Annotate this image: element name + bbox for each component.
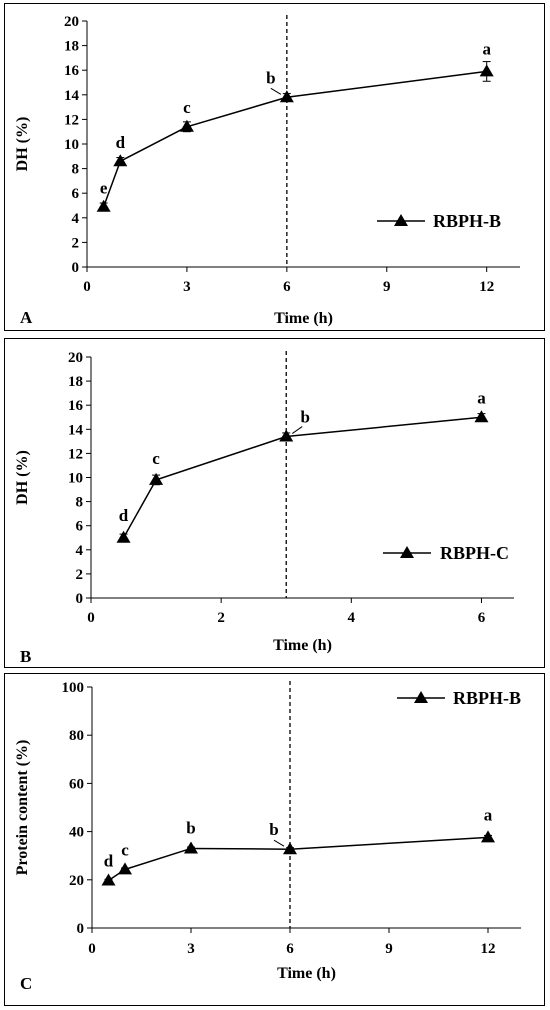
y-tick-label: 20 bbox=[69, 873, 84, 889]
y-tick-label: 4 bbox=[72, 211, 80, 227]
data-point-triangle bbox=[118, 862, 132, 875]
data-point-triangle bbox=[116, 530, 131, 543]
data-point-triangle bbox=[474, 410, 489, 423]
y-tick-label: 20 bbox=[64, 14, 79, 30]
x-tick-label: 6 bbox=[478, 610, 486, 626]
data-point-triangle bbox=[101, 873, 116, 886]
y-axis-title: Protein content (%) bbox=[14, 740, 31, 876]
data-point-triangle bbox=[481, 830, 495, 843]
x-tick-label: 12 bbox=[479, 279, 494, 295]
y-tick-label: 16 bbox=[68, 398, 84, 414]
legend-label: RBPH-C bbox=[440, 543, 509, 563]
y-tick-label: 40 bbox=[69, 825, 84, 841]
y-tick-label: 4 bbox=[76, 543, 84, 559]
legend-marker-triangle bbox=[414, 691, 428, 703]
y-tick-label: 80 bbox=[69, 728, 84, 744]
data-point-triangle bbox=[179, 119, 194, 132]
y-axis-title: DH (%) bbox=[14, 117, 31, 172]
y-tick-label: 2 bbox=[76, 567, 84, 583]
y-tick-label: 0 bbox=[76, 591, 84, 607]
significance-label: b bbox=[300, 408, 309, 427]
y-tick-label: 10 bbox=[64, 137, 79, 153]
y-tick-label: 6 bbox=[72, 186, 80, 202]
y-axis-title: DH (%) bbox=[14, 450, 31, 505]
legend-marker-triangle bbox=[394, 214, 408, 226]
label-leader-line bbox=[270, 87, 282, 95]
significance-label: d bbox=[104, 852, 114, 871]
y-tick-label: 20 bbox=[68, 350, 83, 366]
x-tick-label: 9 bbox=[385, 941, 393, 957]
y-tick-label: 12 bbox=[64, 112, 79, 128]
data-point-triangle bbox=[113, 154, 128, 167]
legend-marker-triangle bbox=[400, 546, 414, 558]
data-point-triangle bbox=[479, 64, 494, 77]
significance-label: c bbox=[183, 98, 191, 117]
series-line bbox=[102, 70, 487, 207]
y-tick-label: 0 bbox=[72, 260, 80, 276]
x-tick-label: 3 bbox=[183, 279, 191, 295]
x-axis-title: Time (h) bbox=[274, 310, 333, 327]
y-tick-label: 18 bbox=[68, 374, 83, 390]
significance-label: a bbox=[477, 388, 486, 407]
x-tick-label: 2 bbox=[217, 610, 225, 626]
y-tick-label: 6 bbox=[76, 519, 84, 535]
y-tick-label: 2 bbox=[72, 235, 80, 251]
x-tick-label: 0 bbox=[88, 941, 96, 957]
significance-label: c bbox=[152, 449, 160, 468]
y-tick-label: 18 bbox=[64, 39, 79, 55]
x-tick-label: 9 bbox=[383, 279, 391, 295]
data-point-triangle bbox=[96, 199, 111, 212]
data-point-triangle bbox=[149, 472, 164, 485]
panel-label: A bbox=[20, 308, 33, 327]
panel-label: C bbox=[20, 974, 32, 993]
x-tick-label: 12 bbox=[481, 941, 496, 957]
legend-label: RBPH-B bbox=[453, 688, 521, 708]
x-axis-title: Time (h) bbox=[277, 965, 336, 982]
significance-label: a bbox=[484, 805, 493, 824]
significance-label: e bbox=[100, 179, 108, 198]
series-line bbox=[108, 836, 489, 882]
significance-label: c bbox=[121, 840, 129, 859]
data-point-triangle bbox=[283, 842, 297, 855]
significance-label: d bbox=[116, 133, 126, 152]
y-tick-label: 12 bbox=[68, 446, 83, 462]
significance-label: d bbox=[119, 506, 129, 525]
y-tick-label: 60 bbox=[69, 776, 84, 792]
chart-a-svg: 0 2 4 6 8 10 12 14 16 18 20 0 3 6 9 12 Time (h) DH (%) Ae d… bbox=[14, 14, 520, 327]
data-point-triangle bbox=[184, 841, 198, 854]
data-point-triangle bbox=[279, 90, 294, 103]
x-axis-title: Time (h) bbox=[273, 637, 332, 654]
x-tick-label: 0 bbox=[83, 279, 91, 295]
y-tick-label: 8 bbox=[72, 162, 80, 178]
chart-b-svg: 0 2 4 6 8 10 12 14 16 18 20 0 2 4 6 Time (h) DH (%) Bd c b a… bbox=[14, 350, 514, 666]
chart-c-svg: 0 20 40 60 80 100 0 3 6 9 12 Time (h) Protein conten… bbox=[14, 680, 521, 993]
x-tick-label: 6 bbox=[283, 279, 291, 295]
data-point-triangle bbox=[279, 429, 294, 442]
y-tick-label: 16 bbox=[64, 63, 80, 79]
y-tick-label: 0 bbox=[77, 921, 85, 937]
y-tick-label: 10 bbox=[68, 471, 83, 487]
x-tick-label: 3 bbox=[187, 941, 195, 957]
label-leader-line bbox=[273, 839, 285, 847]
y-tick-label: 14 bbox=[64, 88, 80, 104]
significance-label: b bbox=[269, 820, 278, 839]
panel-label: B bbox=[20, 647, 31, 666]
y-tick-label: 8 bbox=[76, 495, 84, 511]
chart-panel-c: 0 20 40 60 80 100 0 3 6 9 12 Time (h) Protein conten… bbox=[4, 673, 545, 1006]
series-line bbox=[122, 416, 482, 539]
x-tick-label: 4 bbox=[348, 610, 356, 626]
significance-label: b bbox=[266, 68, 275, 87]
x-tick-label: 6 bbox=[286, 941, 294, 957]
significance-label: b bbox=[186, 818, 195, 837]
legend-label: RBPH-B bbox=[433, 211, 501, 231]
significance-label: a bbox=[482, 39, 491, 58]
y-tick-label: 100 bbox=[62, 680, 85, 696]
label-leader-line bbox=[291, 426, 303, 434]
y-tick-label: 14 bbox=[68, 422, 84, 438]
x-tick-label: 0 bbox=[87, 610, 95, 626]
